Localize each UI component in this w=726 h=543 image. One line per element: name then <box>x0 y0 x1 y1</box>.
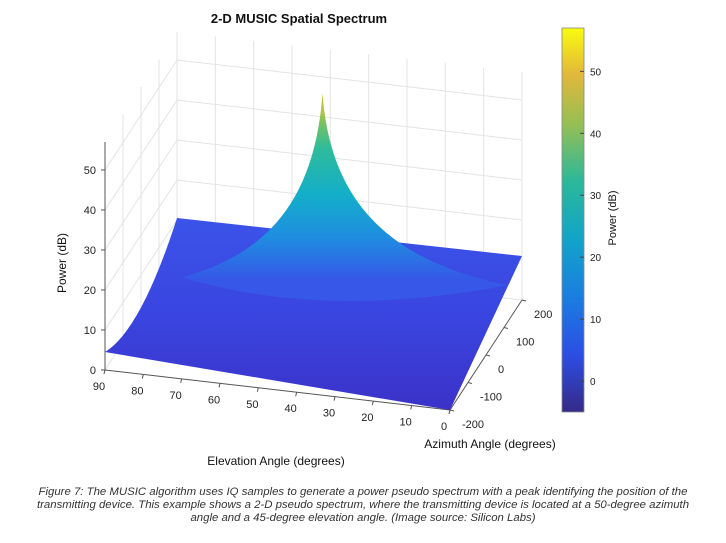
elevation-tick-label: 50 <box>246 399 258 411</box>
spectrum-peak <box>182 93 508 301</box>
elevation-tick-label: 60 <box>208 394 220 406</box>
z-tick-label: 40 <box>84 205 96 217</box>
azimuth-axis-ticks: -200 -100 0 100 200 <box>449 299 552 431</box>
elevation-tick-mark <box>295 392 298 397</box>
azimuth-tick-label: 100 <box>516 337 534 349</box>
elevation-tick-mark <box>256 387 259 392</box>
elevation-tick-label: 80 <box>131 385 143 397</box>
elevation-tick-label: 20 <box>361 412 373 424</box>
spectrum-surface <box>105 93 522 410</box>
z-tick-label: 20 <box>84 285 96 297</box>
azimuth-tick-label: -100 <box>480 392 502 404</box>
chart-title: 2-D MUSIC Spatial Spectrum <box>211 11 387 26</box>
azimuth-tick-mark <box>521 299 527 302</box>
elevation-tick-mark <box>371 400 374 406</box>
colorbar-tick-label: 40 <box>590 129 602 140</box>
colorbar-tick-label: 50 <box>590 67 602 78</box>
azimuth-tick-mark <box>467 382 473 384</box>
colorbar-tick-label: 20 <box>590 253 602 264</box>
z-axis-ticks: 0 10 20 30 40 50 <box>84 165 105 377</box>
elevation-axis-line <box>104 369 451 411</box>
z-tick-label: 10 <box>84 325 96 337</box>
elevation-tick-label: 30 <box>323 408 335 420</box>
elevation-tick-label: 40 <box>285 403 297 415</box>
grid-line <box>104 59 523 171</box>
elevation-tick-mark <box>218 383 221 388</box>
elevation-tick-mark <box>410 405 413 410</box>
elevation-axis-label: Elevation Angle (degrees) <box>207 454 344 468</box>
z-tick-label: 0 <box>90 365 96 377</box>
azimuth-axis-label: Azimuth Angle (degrees) <box>424 437 555 451</box>
elevation-tick-mark <box>333 396 336 401</box>
elevation-tick-label: 90 <box>93 381 105 393</box>
z-axis-label: Power (dB) <box>55 233 69 293</box>
azimuth-tick-mark <box>449 409 455 412</box>
azimuth-tick-mark <box>485 354 491 357</box>
elevation-tick-label: 10 <box>400 417 412 429</box>
azimuth-tick-label: -200 <box>462 419 484 431</box>
grid-line <box>104 179 523 291</box>
colorbar-ticks: 0 10 20 30 40 50 <box>580 67 602 388</box>
elevation-axis-ticks: 0 10 20 30 40 50 60 70 80 90 <box>93 369 451 433</box>
colorbar <box>561 27 585 413</box>
grid-line <box>104 139 523 251</box>
elevation-tick-mark <box>103 369 106 375</box>
figure-caption: Figure 7: The MUSIC algorithm uses IQ sa… <box>36 486 690 524</box>
elevation-tick-label: 70 <box>170 390 182 402</box>
azimuth-tick-label: 200 <box>534 309 552 321</box>
colorbar-label: Power (dB) <box>607 190 619 245</box>
azimuth-tick-label: 0 <box>498 364 504 376</box>
elevation-tick-mark <box>180 378 183 384</box>
azimuth-tick-mark <box>503 327 509 329</box>
elevation-tick-mark <box>448 409 451 415</box>
elevation-tick-mark <box>141 374 144 379</box>
colorbar-tick-label: 30 <box>590 191 602 202</box>
grid-line <box>104 99 523 211</box>
colorbar-tick-label: 10 <box>590 315 602 326</box>
colorbar-tick-label: 0 <box>590 377 596 388</box>
elevation-tick-label: 0 <box>441 421 447 433</box>
z-tick-label: 30 <box>84 245 96 257</box>
z-tick-label: 50 <box>84 165 96 177</box>
